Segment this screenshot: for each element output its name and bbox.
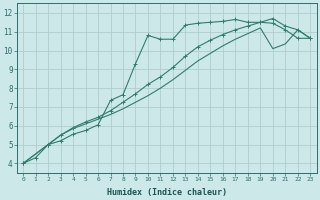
X-axis label: Humidex (Indice chaleur): Humidex (Indice chaleur) — [107, 188, 227, 197]
